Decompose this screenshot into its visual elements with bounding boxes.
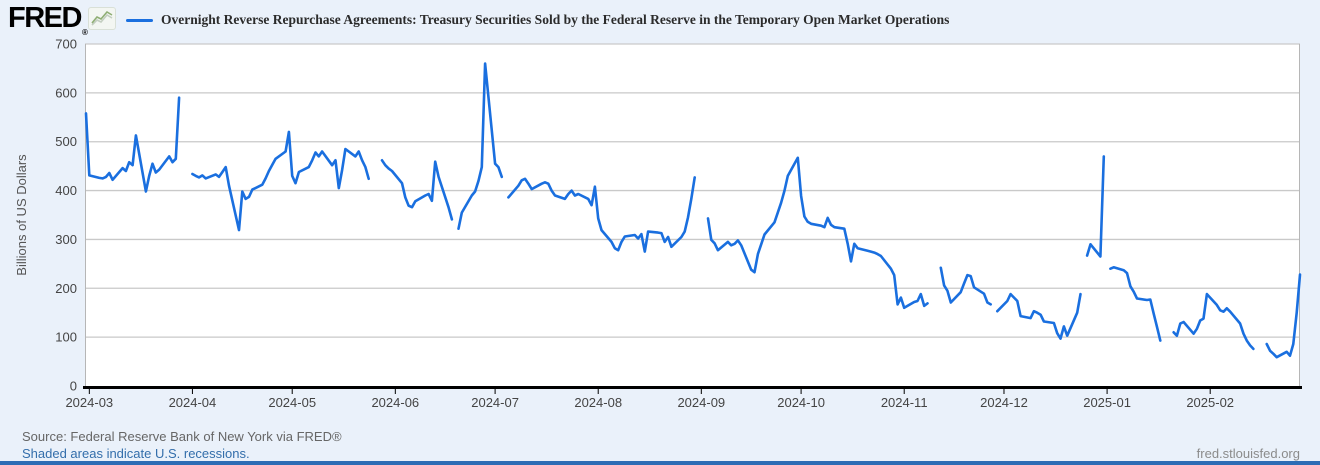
y-axis-title: Billions of US Dollars [14, 154, 29, 276]
source-text: Source: Federal Reserve Bank of New York… [22, 429, 342, 444]
x-tick-label: 2024-04 [169, 395, 217, 410]
y-tick-label: 100 [55, 330, 77, 345]
x-tick-label: 2024-08 [574, 395, 622, 410]
fred-logo-text: FRED [8, 2, 82, 34]
x-tick-label: 2024-12 [980, 395, 1028, 410]
series-line [457, 62, 504, 230]
series-line [1085, 155, 1106, 258]
plot-area[interactable] [85, 44, 1300, 387]
recessions-link[interactable]: Shaded areas indicate U.S. recessions. [22, 446, 250, 461]
chart-legend: Overnight Reverse Repurchase Agreements:… [126, 12, 949, 28]
series-line [706, 156, 929, 310]
x-tick-label: 2024-11 [881, 395, 928, 410]
fred-site-link[interactable]: fred.stlouisfed.org [1196, 446, 1300, 461]
bottom-blue-bar [0, 461, 1320, 465]
y-tick-label: 700 [55, 37, 77, 52]
series-legend-label: Overnight Reverse Repurchase Agreements:… [161, 12, 950, 27]
series-line [84, 96, 181, 193]
y-tick-label: 400 [55, 183, 77, 198]
series-line [995, 292, 1082, 340]
series-line [939, 266, 993, 306]
fred-logo: FRED® [8, 2, 88, 37]
x-tick-label: 2025-01 [1083, 395, 1131, 410]
x-tick-label: 2024-03 [65, 395, 113, 410]
series-color-swatch [126, 18, 153, 22]
x-tick-label: 2024-07 [471, 395, 519, 410]
fred-sparkline-icon [88, 7, 116, 30]
series-line [507, 176, 697, 253]
y-tick-label: 0 [70, 379, 77, 394]
y-tick-label: 500 [55, 134, 77, 149]
x-tick-label: 2024-10 [777, 395, 825, 410]
x-tick-label: 2024-06 [371, 395, 419, 410]
registered-trademark: ® [81, 28, 88, 37]
series-line [1265, 273, 1302, 359]
series-line [191, 130, 371, 232]
series-line [1109, 265, 1162, 342]
y-tick-label: 200 [55, 281, 77, 296]
x-tick-label: 2024-09 [677, 395, 725, 410]
chart-header: FRED® Overnight Reverse Repurchase Agree… [0, 0, 1320, 37]
y-tick-label: 600 [55, 85, 77, 100]
x-tick-label: 2025-02 [1186, 395, 1234, 410]
series-line [380, 159, 454, 221]
y-tick-label: 300 [55, 232, 77, 247]
series-line [1172, 292, 1255, 351]
x-tick-label: 2024-05 [268, 395, 316, 410]
